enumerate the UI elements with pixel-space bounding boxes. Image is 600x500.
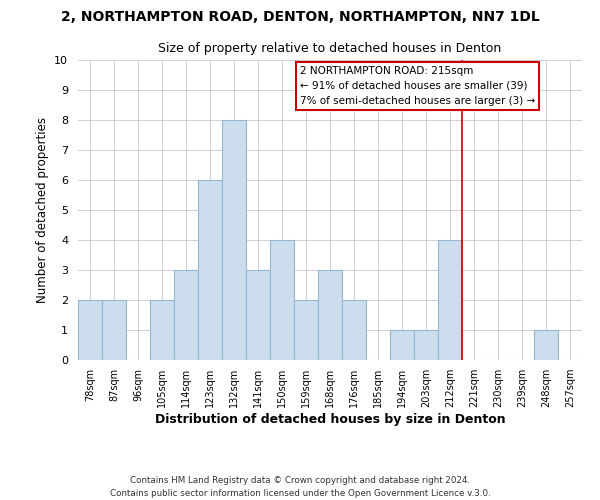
Bar	[438, 240, 462, 360]
Bar	[174, 270, 198, 360]
Bar	[150, 300, 174, 360]
Text: Contains HM Land Registry data © Crown copyright and database right 2024.
Contai: Contains HM Land Registry data © Crown c…	[110, 476, 490, 498]
Bar	[78, 300, 102, 360]
Text: 2, NORTHAMPTON ROAD, DENTON, NORTHAMPTON, NN7 1DL: 2, NORTHAMPTON ROAD, DENTON, NORTHAMPTON…	[61, 10, 539, 24]
Bar	[198, 180, 222, 360]
Y-axis label: Number of detached properties: Number of detached properties	[36, 117, 49, 303]
Bar	[534, 330, 558, 360]
Bar	[414, 330, 438, 360]
X-axis label: Distribution of detached houses by size in Denton: Distribution of detached houses by size …	[155, 412, 505, 426]
Bar	[294, 300, 318, 360]
Bar	[270, 240, 294, 360]
Title: Size of property relative to detached houses in Denton: Size of property relative to detached ho…	[158, 42, 502, 54]
Bar	[246, 270, 270, 360]
Bar	[390, 330, 414, 360]
Bar	[102, 300, 126, 360]
Text: 2 NORTHAMPTON ROAD: 215sqm
← 91% of detached houses are smaller (39)
7% of semi-: 2 NORTHAMPTON ROAD: 215sqm ← 91% of deta…	[300, 66, 535, 106]
Bar	[318, 270, 342, 360]
Bar	[222, 120, 246, 360]
Bar	[342, 300, 366, 360]
